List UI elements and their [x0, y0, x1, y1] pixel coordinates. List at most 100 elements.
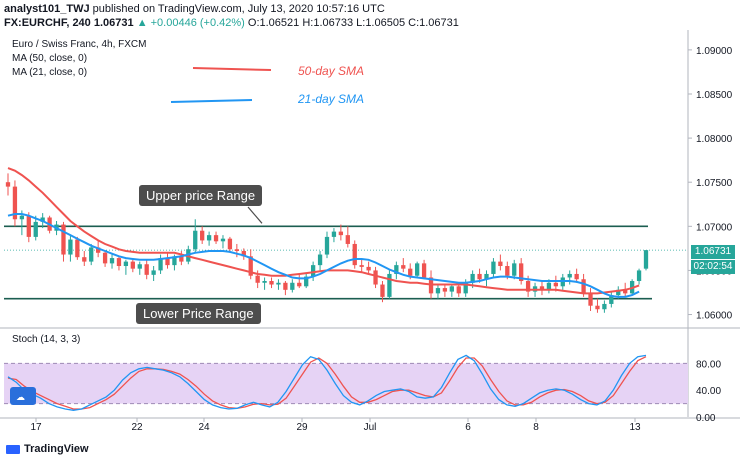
- candle-body: [401, 265, 406, 269]
- candle-body: [498, 261, 503, 267]
- candle-body: [317, 254, 323, 266]
- time-tick-label: 13: [629, 422, 641, 433]
- candle-body: [227, 238, 233, 250]
- candle-body: [331, 231, 337, 237]
- candle-body: [421, 263, 427, 278]
- candle-body: [470, 273, 475, 283]
- price-tick-label: 1.07500: [696, 178, 733, 189]
- candle-body: [297, 282, 302, 287]
- price-change: ▲ +0.00446 (+0.42%): [136, 17, 245, 29]
- time-tick-label: 6: [465, 422, 471, 433]
- author-name[interactable]: analyst101_TWJ: [4, 3, 90, 15]
- candle-body: [394, 265, 399, 274]
- price-tick-label: 1.08500: [696, 90, 733, 101]
- candle-body: [269, 281, 274, 285]
- candle-body: [574, 273, 579, 280]
- logo-mark-icon: [6, 444, 20, 454]
- candle-body: [12, 186, 18, 220]
- sma50-legend-stroke: [192, 67, 272, 71]
- candle-body: [636, 270, 642, 282]
- price-tick-label: 1.06000: [696, 311, 733, 322]
- legend-stoch[interactable]: Stoch (14, 3, 3): [12, 334, 81, 345]
- cloud-icon: ☁: [16, 392, 25, 402]
- stoch-tick-label: 40.00: [696, 386, 721, 397]
- legend-ma21[interactable]: MA (21, close, 0): [12, 67, 88, 78]
- sma21-legend-stroke: [170, 99, 253, 103]
- stoch-band-fill: [4, 363, 688, 404]
- candle-body: [366, 266, 371, 271]
- current-price-badge: 1.06731: [691, 245, 735, 259]
- tradingview-logo[interactable]: TradingView: [6, 443, 89, 455]
- candle-body: [435, 288, 441, 294]
- stoch-d-line: [7, 356, 647, 410]
- lower-range-callout: Lower Price Range: [136, 303, 261, 324]
- candle-body: [109, 258, 115, 264]
- candle-body: [609, 295, 614, 304]
- candle-body: [200, 230, 205, 241]
- publish-line: analyst101_TWJ published on TradingView.…: [4, 3, 385, 15]
- countdown-badge: 02:02:54: [691, 260, 735, 274]
- symbol-name: FX:EURCHF, 240: [4, 17, 91, 29]
- candle-body: [165, 258, 170, 266]
- candle-body: [40, 217, 45, 222]
- price-tick-label: 1.09000: [696, 46, 733, 57]
- candle-body: [158, 258, 163, 271]
- candle-body: [512, 263, 517, 276]
- candle-body: [491, 261, 496, 274]
- candle-body: [484, 273, 489, 280]
- candle-body: [5, 182, 11, 187]
- callout-pointer: [247, 206, 263, 224]
- sma50-annotation: 50-day SMA: [298, 64, 365, 78]
- candle-body: [310, 265, 316, 277]
- candle-body: [408, 268, 413, 276]
- publish-info: published on TradingView.com, July 13, 2…: [92, 3, 385, 15]
- stoch-settings-button[interactable]: ☁: [10, 387, 36, 405]
- candle-body: [456, 286, 461, 294]
- candle-body: [193, 230, 198, 250]
- candle-body: [26, 215, 31, 237]
- candle-body: [75, 239, 80, 258]
- candle-body: [623, 289, 628, 294]
- candle-body: [179, 256, 184, 262]
- time-tick-label: 17: [30, 422, 42, 433]
- candle-body: [595, 305, 600, 310]
- candle-body: [116, 258, 122, 267]
- candle-body: [505, 266, 510, 276]
- candle-body: [137, 264, 142, 269]
- candle-body: [241, 251, 246, 257]
- candle-body: [581, 279, 586, 294]
- ma21-line: [7, 213, 640, 298]
- candle-body: [220, 238, 226, 242]
- candle-body: [442, 288, 448, 292]
- candle-body: [519, 263, 524, 282]
- ma50-line: [7, 167, 640, 295]
- candle-body: [89, 247, 94, 262]
- ohlc-values: O:1.06521 H:1.06733 L:1.06505 C:1.06731: [247, 17, 459, 29]
- candle-body: [373, 270, 378, 285]
- candle-body: [102, 252, 108, 264]
- candle-body: [206, 235, 212, 241]
- candle-body: [96, 247, 101, 253]
- candle-body: [172, 256, 177, 266]
- candle-body: [567, 273, 572, 278]
- candle-body: [82, 257, 87, 262]
- time-tick-label: 8: [533, 422, 539, 433]
- stoch-k-line: [7, 354, 647, 411]
- candle-body: [276, 282, 281, 285]
- candle-body: [415, 263, 420, 276]
- candle-body: [588, 293, 593, 306]
- candle-body: [477, 273, 482, 280]
- legend-ma50[interactable]: MA (50, close, 0): [12, 53, 88, 64]
- candle-body: [546, 282, 552, 290]
- time-tick-label: Jul: [364, 422, 377, 433]
- candle-body: [463, 282, 468, 294]
- candle-body: [324, 236, 330, 255]
- price-tick-label: 1.07000: [696, 222, 733, 233]
- candle-body: [539, 286, 545, 290]
- candle-body: [130, 261, 135, 269]
- candle-body: [255, 275, 260, 283]
- time-tick-label: 22: [131, 422, 143, 433]
- candle-body: [359, 265, 364, 267]
